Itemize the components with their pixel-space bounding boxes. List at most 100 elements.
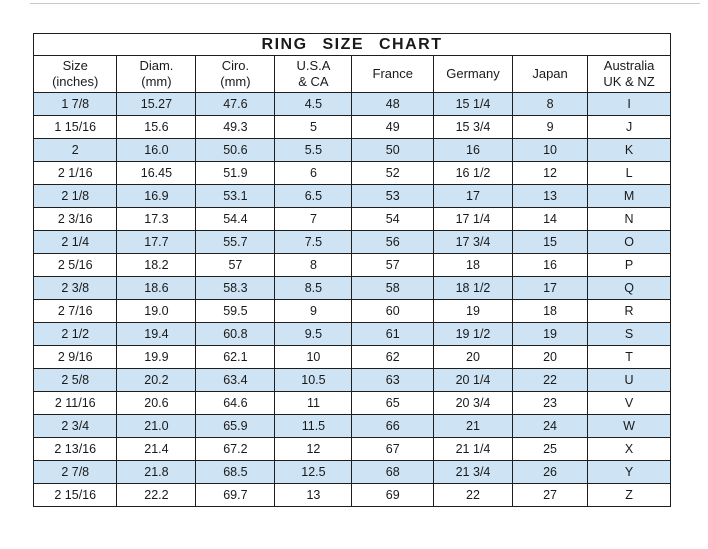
cell: 27 bbox=[511, 483, 589, 507]
column-header-line: France bbox=[372, 66, 413, 82]
cell: 65.9 bbox=[195, 414, 276, 438]
cell: 9 bbox=[511, 115, 589, 139]
cell: 60 bbox=[351, 299, 434, 323]
table-row: 2 11/16 20.6 64.6 11 65 20 3/4 23 V bbox=[32, 391, 671, 415]
column-header-line: Germany bbox=[446, 66, 500, 82]
table-row: 2 5/16 18.2 57 8 57 18 16 P bbox=[32, 253, 671, 277]
column-header-line: Size bbox=[62, 58, 88, 74]
cell: Y bbox=[587, 460, 671, 484]
cell: 16 bbox=[433, 138, 513, 162]
cell: S bbox=[587, 322, 671, 346]
cell: 1 7/8 bbox=[32, 92, 118, 116]
cell: 68.5 bbox=[195, 460, 276, 484]
cell: 2 11/16 bbox=[32, 391, 118, 415]
cell: 21 1/4 bbox=[433, 437, 513, 461]
column-header: Japan bbox=[511, 55, 589, 93]
cell: 53 bbox=[351, 184, 434, 208]
cell: 2 5/8 bbox=[32, 368, 118, 392]
column-header-line: Australia bbox=[603, 58, 655, 74]
cell: 2 1/8 bbox=[32, 184, 118, 208]
column-header: U.S.A & CA bbox=[274, 55, 353, 93]
table-row: 2 3/8 18.6 58.3 8.5 58 18 1/2 17 Q bbox=[32, 276, 671, 300]
cell: 48 bbox=[351, 92, 434, 116]
cell: 18 bbox=[433, 253, 513, 277]
cell: T bbox=[587, 345, 671, 369]
cell: N bbox=[587, 207, 671, 231]
table-row: 2 7/8 21.8 68.5 12.5 68 21 3/4 26 Y bbox=[32, 460, 671, 484]
cell: 12 bbox=[274, 437, 353, 461]
cell: 59.5 bbox=[195, 299, 276, 323]
cell: 10 bbox=[274, 345, 353, 369]
cell: 54 bbox=[351, 207, 434, 231]
table-row: 2 1/8 16.9 53.1 6.5 53 17 13 M bbox=[32, 184, 671, 208]
cell: 15 bbox=[511, 230, 589, 254]
cell: 17.3 bbox=[116, 207, 197, 231]
cell: 2 bbox=[32, 138, 118, 162]
cell: 53.1 bbox=[195, 184, 276, 208]
cell: 8.5 bbox=[274, 276, 353, 300]
column-header: Germany bbox=[433, 55, 513, 93]
column-header-line: (inches) bbox=[52, 74, 99, 89]
cell: 5 bbox=[274, 115, 353, 139]
table-row: 2 3/4 21.0 65.9 11.5 66 21 24 W bbox=[32, 414, 671, 438]
cell: 10.5 bbox=[274, 368, 353, 392]
cell: 20 bbox=[511, 345, 589, 369]
cell: 20 1/4 bbox=[433, 368, 513, 392]
cell: 19 bbox=[433, 299, 513, 323]
column-header-line: & CA bbox=[298, 74, 329, 89]
cell: M bbox=[587, 184, 671, 208]
column-header: Ciro. (mm) bbox=[195, 55, 276, 93]
cell: I bbox=[587, 92, 671, 116]
cell: 17 1/4 bbox=[433, 207, 513, 231]
column-header-line: (mm) bbox=[141, 74, 172, 89]
cell: 22.2 bbox=[116, 483, 197, 507]
cell: 18 1/2 bbox=[433, 276, 513, 300]
cell: 16.9 bbox=[116, 184, 197, 208]
cell: 58.3 bbox=[195, 276, 276, 300]
cell: 54.4 bbox=[195, 207, 276, 231]
cell: 2 7/16 bbox=[32, 299, 118, 323]
cell: P bbox=[587, 253, 671, 277]
cell: 19 1/2 bbox=[433, 322, 513, 346]
cell: 17.7 bbox=[116, 230, 197, 254]
cell: 63 bbox=[351, 368, 434, 392]
header-row: Size (inches) Diam. (mm) Ciro. (mm) U.S.A & CA F… bbox=[32, 55, 671, 93]
column-header: Size (inches) bbox=[32, 55, 118, 93]
cell: 61 bbox=[351, 322, 434, 346]
table-row: 2 1/2 19.4 60.8 9.5 61 19 1/2 19 S bbox=[32, 322, 671, 346]
cell: 11.5 bbox=[274, 414, 353, 438]
cell: 8 bbox=[511, 92, 589, 116]
cell: R bbox=[587, 299, 671, 323]
cell: 15 1/4 bbox=[433, 92, 513, 116]
cell: 2 3/16 bbox=[32, 207, 118, 231]
cell: 20 bbox=[433, 345, 513, 369]
table-row: 2 5/8 20.2 63.4 10.5 63 20 1/4 22 U bbox=[32, 368, 671, 392]
cell: 63.4 bbox=[195, 368, 276, 392]
table-row: 1 15/16 15.6 49.3 5 49 15 3/4 9 J bbox=[32, 115, 671, 139]
cell: 22 bbox=[433, 483, 513, 507]
cell: O bbox=[587, 230, 671, 254]
cell: 18.6 bbox=[116, 276, 197, 300]
table-row: 2 7/16 19.0 59.5 9 60 19 18 R bbox=[32, 299, 671, 323]
cell: 50.6 bbox=[195, 138, 276, 162]
cell: 2 3/4 bbox=[32, 414, 118, 438]
cell: 6.5 bbox=[274, 184, 353, 208]
cell: 19 bbox=[511, 322, 589, 346]
cell: 47.6 bbox=[195, 92, 276, 116]
ring-size-table: RING SIZE CHART Size (inches) Diam. (mm) Cir… bbox=[32, 33, 671, 507]
cell: 55.7 bbox=[195, 230, 276, 254]
cell: 2 1/4 bbox=[32, 230, 118, 254]
cell: Z bbox=[587, 483, 671, 507]
cell: 21 bbox=[433, 414, 513, 438]
table-row: 2 3/16 17.3 54.4 7 54 17 1/4 14 N bbox=[32, 207, 671, 231]
cell: 16.45 bbox=[116, 161, 197, 185]
cell: 19.0 bbox=[116, 299, 197, 323]
table-body: 1 7/8 15.27 47.6 4.5 48 15 1/4 8 I 1 15/16 15.6 49… bbox=[32, 92, 671, 507]
cell: 69.7 bbox=[195, 483, 276, 507]
cell: 17 bbox=[511, 276, 589, 300]
cell: 2 1/2 bbox=[32, 322, 118, 346]
column-header: Australia UK & NZ bbox=[587, 55, 671, 93]
cell: 51.9 bbox=[195, 161, 276, 185]
cell: 19.9 bbox=[116, 345, 197, 369]
column-header-line: Diam. bbox=[139, 58, 174, 74]
